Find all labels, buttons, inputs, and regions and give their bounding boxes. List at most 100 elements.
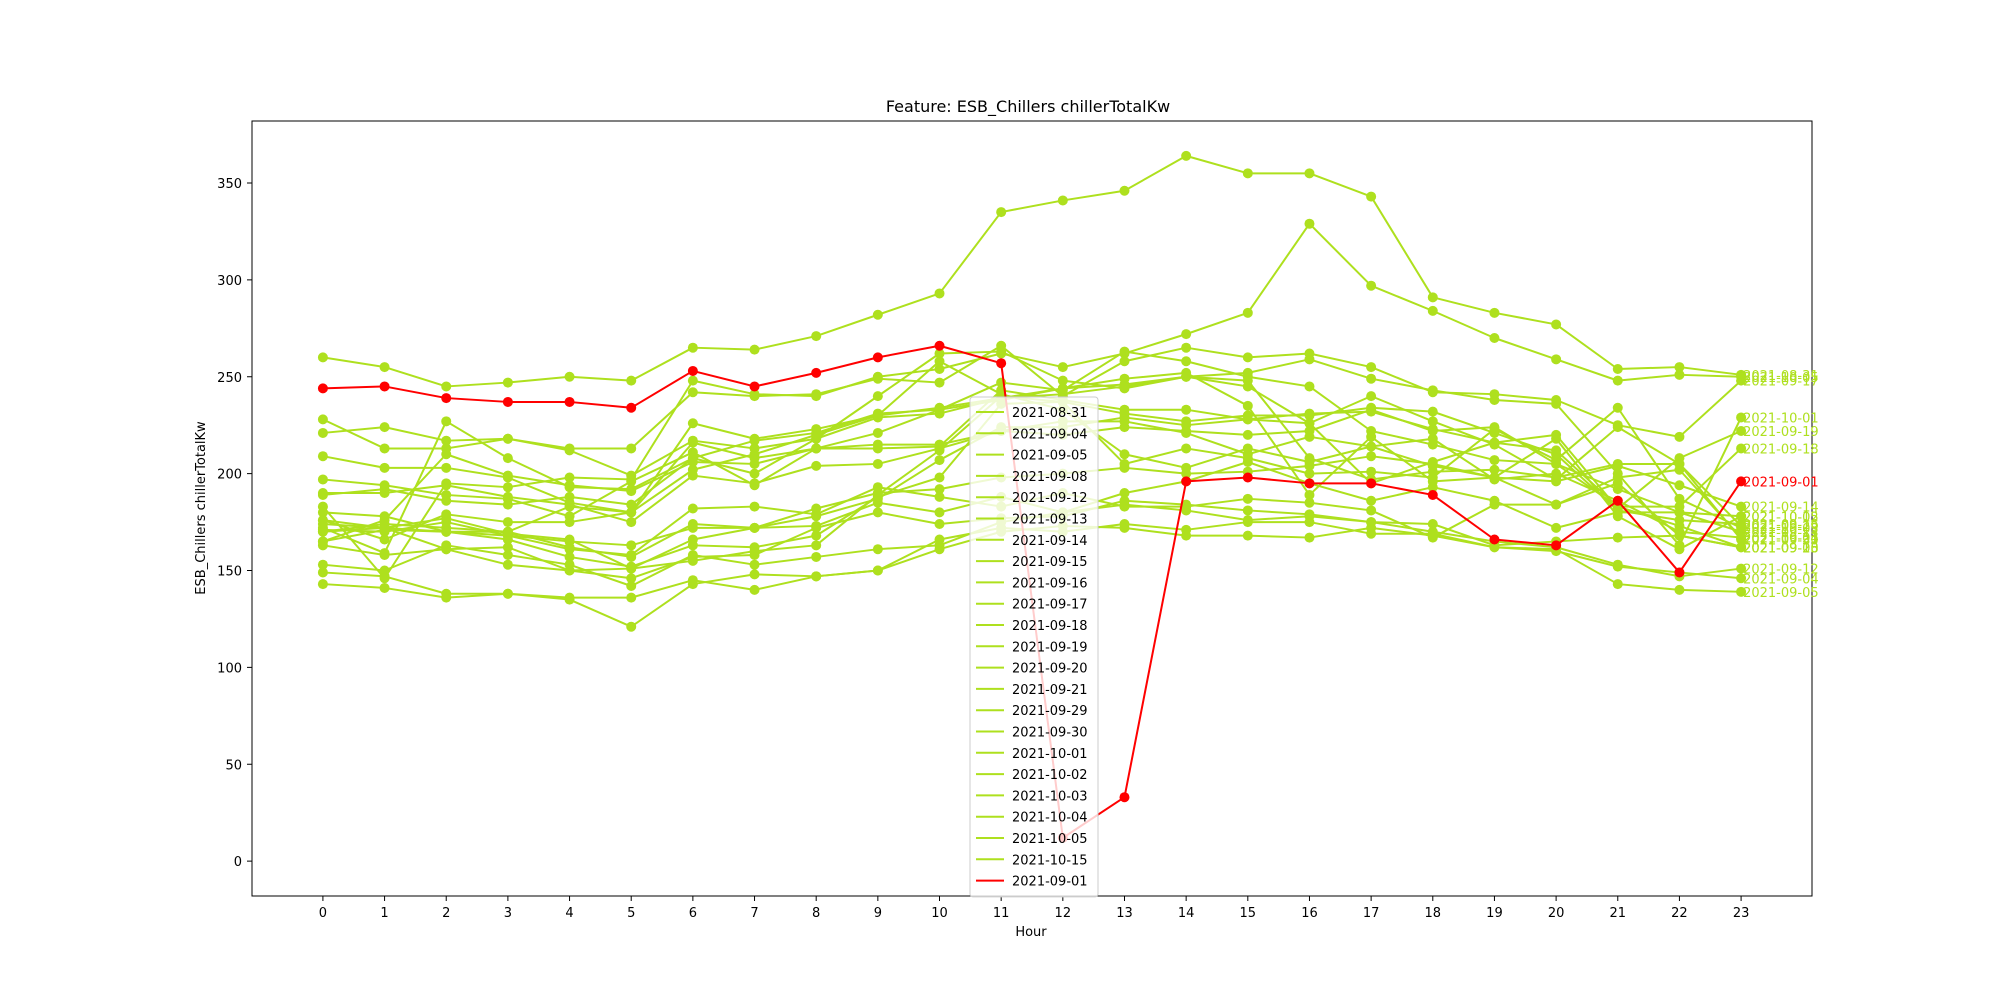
data-point	[687, 579, 698, 590]
y-tick-label: 0	[234, 855, 242, 870]
data-point	[626, 474, 637, 485]
legend-label: 2021-09-30	[1012, 726, 1088, 741]
data-point	[996, 348, 1007, 359]
data-point	[1181, 416, 1192, 427]
data-point	[687, 418, 698, 429]
data-point	[379, 462, 390, 473]
data-point	[1242, 168, 1253, 179]
series-line	[322, 154, 1742, 388]
data-point	[1551, 354, 1562, 365]
data-point	[1304, 532, 1315, 543]
legend-label: 2021-09-18	[1012, 619, 1088, 634]
data-point	[1489, 499, 1500, 510]
data-point	[1304, 418, 1315, 429]
end-label: 2021-09-14	[1743, 501, 1819, 516]
x-tick-label: 5	[627, 906, 635, 921]
data-point	[502, 517, 513, 528]
legend-label: 2021-09-19	[1012, 640, 1088, 655]
data-point	[441, 544, 452, 555]
data-point	[379, 515, 390, 526]
data-point	[687, 503, 698, 514]
data-point	[1304, 218, 1315, 229]
data-point	[502, 526, 513, 537]
data-point	[1366, 404, 1377, 415]
x-tick-label: 23	[1733, 906, 1750, 921]
legend-label: 2021-10-03	[1012, 789, 1088, 804]
data-point	[317, 383, 328, 394]
end-label: 2021-10-04	[1743, 532, 1819, 547]
data-point	[934, 472, 945, 483]
data-point	[379, 422, 390, 433]
data-point	[564, 511, 575, 522]
data-point	[687, 387, 698, 398]
data-point	[626, 573, 637, 584]
data-point	[379, 362, 390, 373]
data-point	[1119, 346, 1130, 357]
end-label: 2021-09-16	[1743, 518, 1819, 533]
data-point	[564, 445, 575, 456]
data-point	[1551, 319, 1562, 330]
data-point	[502, 482, 513, 493]
data-point	[811, 460, 822, 471]
legend-item: 2021-09-14	[976, 534, 1088, 549]
data-point	[1119, 458, 1130, 469]
data-point	[872, 352, 883, 363]
end-label: 2021-09-12	[1743, 563, 1819, 578]
data-point	[441, 478, 452, 489]
data-point	[441, 449, 452, 460]
data-point	[1736, 476, 1747, 487]
x-tick-label: 12	[1055, 906, 1072, 921]
data-point	[502, 493, 513, 504]
y-axis-label: ESB_Chillers chillerTotalKw	[194, 421, 209, 595]
data-point	[564, 565, 575, 576]
data-point	[811, 367, 822, 378]
data-point	[934, 348, 945, 359]
data-point	[317, 352, 328, 363]
data-point	[317, 489, 328, 500]
data-point	[872, 489, 883, 500]
data-point	[934, 364, 945, 374]
end-label: 2021-09-15	[1743, 541, 1819, 556]
data-point	[811, 530, 822, 541]
data-point	[502, 433, 513, 444]
legend-item: 2021-08-31	[976, 406, 1088, 421]
data-point	[811, 551, 822, 562]
series-2021-10-05	[317, 218, 1747, 584]
data-point	[441, 435, 452, 446]
y-tick-label: 100	[217, 661, 242, 676]
data-point	[1181, 150, 1192, 161]
data-point	[1427, 472, 1438, 483]
data-point	[564, 551, 575, 562]
data-point	[1366, 441, 1377, 452]
data-point	[441, 526, 452, 537]
data-point	[1427, 292, 1438, 303]
legend-item: 2021-09-29	[976, 704, 1088, 719]
data-point	[379, 480, 390, 491]
data-point	[687, 453, 698, 464]
y-tick-label: 50	[225, 758, 242, 773]
data-point	[934, 540, 945, 551]
data-point	[626, 375, 637, 386]
data-point	[1489, 424, 1500, 435]
data-point	[1366, 451, 1377, 462]
data-point	[1612, 503, 1623, 514]
data-point	[1119, 501, 1130, 512]
series-line	[322, 344, 1742, 450]
data-point	[1612, 458, 1623, 469]
data-point	[1551, 499, 1562, 510]
data-point	[1551, 398, 1562, 409]
x-tick-label: 18	[1425, 906, 1442, 921]
data-point	[1551, 540, 1562, 551]
data-point	[1427, 305, 1438, 316]
data-point	[1057, 362, 1068, 373]
series-2021-09-17	[317, 340, 1747, 454]
data-point	[1304, 468, 1315, 479]
legend-box	[969, 396, 1099, 898]
data-point	[441, 381, 452, 392]
data-point	[564, 544, 575, 555]
legend-label: 2021-09-05	[1012, 449, 1088, 464]
data-point	[441, 489, 452, 500]
data-point	[1242, 429, 1253, 440]
x-tick-label: 2	[442, 906, 450, 921]
